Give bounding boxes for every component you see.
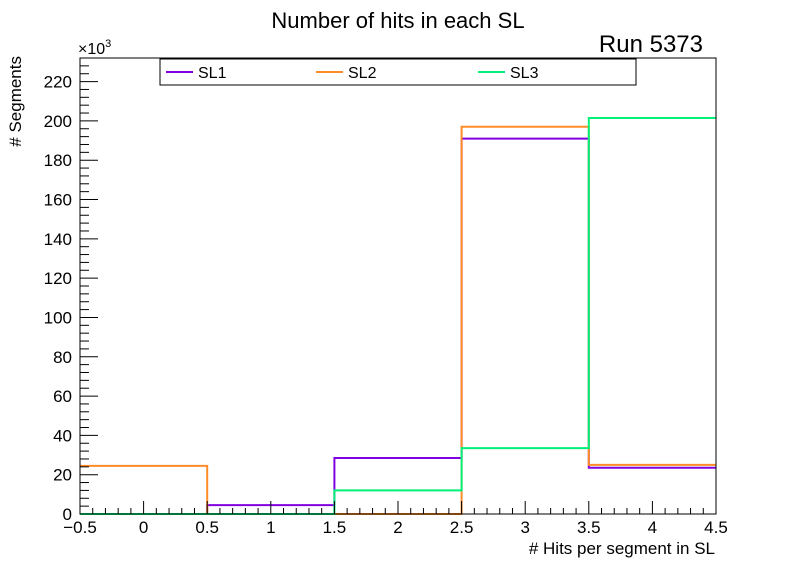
y-tick-label: 100 <box>44 308 72 327</box>
x-tick-label: 3.5 <box>577 518 601 537</box>
legend-item-sl3: SL3 <box>478 65 539 82</box>
y-scale-base: ×10 <box>78 41 105 58</box>
y-tick-label: 180 <box>44 151 72 170</box>
x-tick-label: 0 <box>139 518 148 537</box>
series-line-sl3 <box>80 116 716 515</box>
legend: SL1 SL2 SL3 <box>159 58 637 86</box>
legend-box <box>159 58 637 86</box>
y-tick-label: 40 <box>53 426 72 445</box>
chart-title: Number of hits in each SL <box>271 8 524 33</box>
y-tick-label: 220 <box>44 73 72 92</box>
legend-label: SL2 <box>348 65 377 82</box>
x-tick-label: 1.5 <box>323 518 347 537</box>
x-tick-label: 2 <box>393 518 402 537</box>
legend-label: SL1 <box>198 65 227 82</box>
y-tick-label: 140 <box>44 230 72 249</box>
y-tick-label: 0 <box>63 505 72 524</box>
y-scale-exponent: 3 <box>105 38 111 50</box>
plot-frame <box>79 57 717 515</box>
x-tick-label: 1 <box>266 518 275 537</box>
y-axis-scale-factor: ×103 <box>78 38 111 58</box>
y-tick-label: 200 <box>44 112 72 131</box>
y-tick-label: 160 <box>44 191 72 210</box>
y-tick-label: 120 <box>44 269 72 288</box>
y-tick-label: 80 <box>53 348 72 367</box>
y-tick-label: 20 <box>53 466 72 485</box>
y-axis-label: # Segments <box>6 56 25 147</box>
axis-ticks <box>79 57 717 515</box>
series-layer <box>80 116 716 515</box>
x-tick-label: 4.5 <box>704 518 728 537</box>
x-axis-label: # Hits per segment in SL <box>529 539 715 558</box>
svg-text:×103: ×103 <box>78 38 111 58</box>
legend-label: SL3 <box>510 65 539 82</box>
run-label: Run 5373 <box>599 31 703 58</box>
x-tick-label: 3 <box>520 518 529 537</box>
series-line-sl2 <box>80 125 716 515</box>
series-line-sl1 <box>80 137 716 515</box>
x-tick-label: 0.5 <box>195 518 219 537</box>
x-tick-label: 4 <box>648 518 657 537</box>
x-tick-label: 2.5 <box>450 518 474 537</box>
legend-item-sl2: SL2 <box>316 65 377 82</box>
tick-labels: −0.5 0 0.5 1 1.5 2 2.5 3 3.5 4 4.50204060801001201… <box>44 73 728 537</box>
y-tick-label: 60 <box>53 387 72 406</box>
legend-item-sl1: SL1 <box>166 65 227 82</box>
x-tick-label: −0.5 <box>63 518 97 537</box>
